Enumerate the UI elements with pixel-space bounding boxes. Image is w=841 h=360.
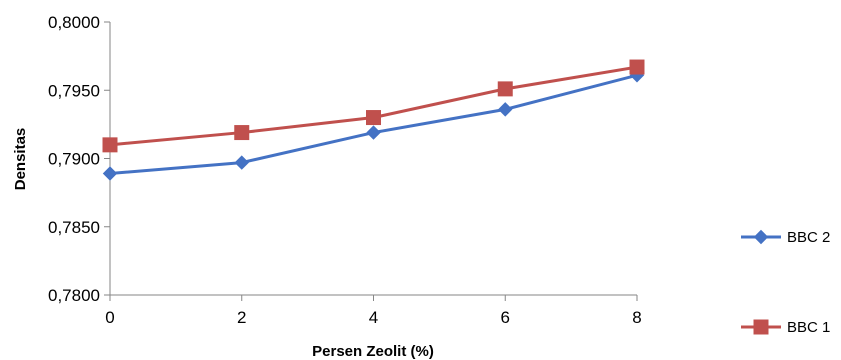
- axes: [104, 21, 638, 301]
- data-point: [498, 102, 513, 117]
- legend-item: BBC 2: [741, 229, 830, 246]
- legend-item: BBC 1: [741, 319, 830, 336]
- x-tick-label: 8: [632, 308, 641, 327]
- data-point: [629, 59, 645, 75]
- x-tick-label: 6: [501, 308, 510, 327]
- data-point: [102, 166, 118, 181]
- data-point: [497, 81, 513, 97]
- y-tick-label: 0,8000: [48, 13, 100, 32]
- x-axis-title: Persen Zeolit (%): [312, 343, 434, 360]
- data-point: [102, 137, 118, 153]
- x-tick-label: 4: [369, 308, 378, 327]
- series-bbc-2: [102, 68, 645, 181]
- series-bbc-1: [102, 59, 645, 153]
- data-point: [234, 125, 250, 141]
- x-tick-label: 2: [237, 308, 246, 327]
- y-tick-label: 0,7950: [48, 81, 100, 100]
- y-tick-label: 0,7850: [48, 218, 100, 237]
- tick-labels: 0,7800 0,7850 0,7900 0,7950 0,8000 0 2 4 6 8: [48, 13, 642, 327]
- y-tick-label: 0,7800: [48, 286, 100, 305]
- legend: BBC 2 BBC 1: [741, 229, 830, 336]
- series-layer: [102, 59, 645, 181]
- data-point: [234, 155, 249, 170]
- legend-label: BBC 2: [787, 229, 830, 246]
- legend-label: BBC 1: [787, 319, 830, 336]
- y-axis-title: Densitas: [12, 128, 29, 191]
- data-point: [366, 110, 381, 126]
- x-tick-label: 0: [105, 308, 114, 327]
- legend-marker: [753, 319, 769, 335]
- legend-marker: [753, 229, 769, 245]
- data-point: [366, 125, 381, 140]
- y-tick-label: 0,7900: [48, 150, 100, 169]
